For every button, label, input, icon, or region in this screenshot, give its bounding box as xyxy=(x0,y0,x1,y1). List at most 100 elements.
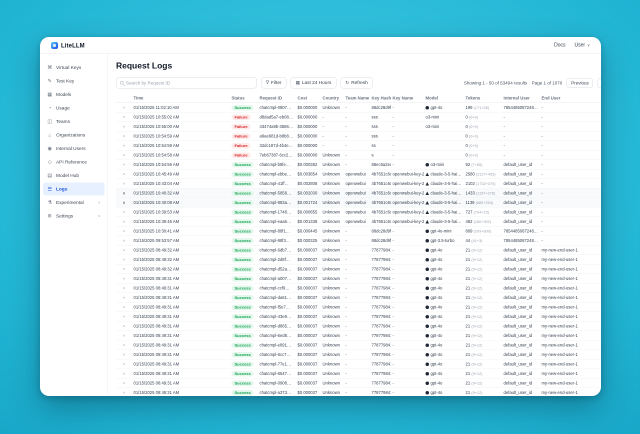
time-range-button[interactable]: ▦ Last 24 Hours xyxy=(290,77,337,89)
expand-row-button[interactable]: › xyxy=(116,378,132,388)
cell-request-id[interactable]: chatcmpl-d865… xyxy=(258,321,296,331)
cell-request-id[interactable]: 7eb67387-6cc2… xyxy=(258,150,296,160)
toolbar: ∇ Filter ▦ Last 24 Hours ↻ Refresh Sh xyxy=(116,77,601,89)
expand-row-button[interactable]: › xyxy=(116,359,132,369)
expand-row-button[interactable]: › xyxy=(116,207,132,217)
sidebar-item-teams[interactable]: ◫ Teams xyxy=(43,115,105,128)
sidebar-item-settings[interactable]: ⚙ Settings ∨ xyxy=(43,210,105,223)
cell-request-id[interactable]: chatcmpl-f5e7… xyxy=(258,302,296,312)
tokens-breakdown: (171+28) xyxy=(473,105,489,111)
cell-request-id[interactable]: chatcmpl-88f1… xyxy=(258,226,296,236)
expand-row-button[interactable]: › xyxy=(116,121,132,132)
cell-request-id[interactable]: 43474a9b-3586… xyxy=(258,121,296,132)
cell-request-id[interactable]: chatcmpl-0908… xyxy=(258,378,296,388)
expand-row-button[interactable]: › xyxy=(116,349,132,360)
cell-time: 01/15/2025 08:49:31 AM xyxy=(132,378,230,388)
cell-request-id[interactable]: chatcmpl-eaa6… xyxy=(258,216,296,227)
expand-row-button[interactable]: › xyxy=(116,226,132,236)
expand-row-button[interactable]: › xyxy=(116,387,132,396)
cell-tokens: 21 (9+12) xyxy=(464,302,502,312)
cell-request-id[interactable]: a9ae681d-b8b8… xyxy=(258,131,296,141)
expand-row-button[interactable]: › xyxy=(116,330,132,341)
cell-request-id[interactable]: chatcmpl-b8fe… xyxy=(258,159,296,170)
sidebar-item-experimental[interactable]: ⚗ Experimental ∨ xyxy=(43,196,105,209)
tokens-breakdown: (704+23) xyxy=(473,210,489,215)
expand-row-button[interactable]: ∨ xyxy=(116,197,132,208)
cell-request-id[interactable]: chatcmpl-6547… xyxy=(258,368,296,379)
expand-row-button[interactable]: › xyxy=(116,311,132,322)
cell-request-id[interactable]: chatcmpl-6ed8… xyxy=(258,330,296,341)
cell-request-id[interactable]: chatcmpl-ebbe… xyxy=(258,169,296,179)
cell-request-id[interactable]: chatcmpl-43e9… xyxy=(258,311,296,322)
search-input[interactable] xyxy=(126,80,253,86)
cell-request-id[interactable]: chatcmpl-883a… xyxy=(258,197,296,208)
user-menu[interactable]: User ∨ xyxy=(575,43,590,49)
cell-request-id[interactable]: chatcmpl-6db7… xyxy=(258,245,296,255)
expand-row-button[interactable]: › xyxy=(116,340,132,350)
cell-internal-user: default_user_id xyxy=(502,340,540,350)
cell-request-id[interactable]: chatcmpl-a373… xyxy=(258,387,296,396)
previous-page-button[interactable]: Previous xyxy=(566,77,594,88)
sidebar-item-virtual-keys[interactable]: ⌘ Virtual Keys xyxy=(43,61,105,74)
cell-request-id[interactable]: chatcmpl-2d8f… xyxy=(258,254,296,265)
cell-request-id[interactable]: chatcmpl-5858… xyxy=(258,188,296,198)
search-box[interactable] xyxy=(116,77,257,89)
sidebar-item-api-reference[interactable]: ◇ API Reference xyxy=(43,156,105,169)
expand-row-button[interactable]: › xyxy=(116,102,132,113)
expand-row-button[interactable]: › xyxy=(116,254,132,265)
cell-time: 01/15/2025 10:55:02 AM xyxy=(132,112,230,122)
refresh-button[interactable]: ↻ Refresh xyxy=(340,77,373,89)
cell-request-id[interactable]: chatcmpl-1748… xyxy=(258,207,296,217)
expand-row-button[interactable]: › xyxy=(116,302,132,312)
next-page-button[interactable]: Next xyxy=(597,77,601,88)
filter-button[interactable]: ∇ Filter xyxy=(261,77,287,89)
sidebar-item-models[interactable]: ▦ Models xyxy=(43,88,105,101)
sidebar-item-logs[interactable]: ☰ Logs xyxy=(43,182,105,196)
sidebar-item-model-hub[interactable]: ▤ Model Hub xyxy=(43,169,105,182)
expand-row-button[interactable]: › xyxy=(116,178,132,189)
expand-row-button[interactable]: › xyxy=(116,292,132,303)
cell-request-id[interactable]: chatcmpl-d52a… xyxy=(258,264,296,274)
cell-request-id[interactable]: chatcmpl-da61… xyxy=(258,292,296,303)
status-badge: Success xyxy=(231,380,254,386)
expand-row-button[interactable]: › xyxy=(116,321,132,331)
expand-row-button[interactable]: › xyxy=(116,140,132,151)
cell-request-id[interactable]: 32dc187d-4b4e… xyxy=(258,140,296,151)
brand[interactable]: LiteLLM xyxy=(51,41,85,49)
cell-request-id[interactable]: chatcmpl-77e1… xyxy=(258,359,296,369)
cell-request-id[interactable]: chatcmpl-0807… xyxy=(258,102,296,113)
sidebar-item-organizations[interactable]: ⌂ Organizations xyxy=(43,129,105,142)
docs-link[interactable]: Docs xyxy=(554,42,566,49)
sidebar-item-internal-users[interactable]: ◉ Internal Users xyxy=(43,142,105,155)
cell-end-user: my-new-end-user-1 xyxy=(540,340,601,350)
cell-key-name: openwebui-key-2 xyxy=(391,169,424,179)
cell-request-id[interactable]: chatcmpl-6cc7… xyxy=(258,349,296,360)
cell-time: 01/15/2025 10:54:59 AM xyxy=(132,131,230,141)
expand-row-button[interactable]: › xyxy=(116,169,132,179)
cell-request-id[interactable]: chatcmpl-ccf9… xyxy=(258,283,296,293)
sidebar-item-test-key[interactable]: ✎ Test Key xyxy=(43,75,105,88)
expand-row-button[interactable]: › xyxy=(116,283,132,293)
cell-request-id[interactable]: d8dad5a7-eb08… xyxy=(258,112,296,122)
expand-row-button[interactable]: › xyxy=(116,245,132,255)
cell-tokens: 21 (9+12) xyxy=(464,368,502,379)
model-name: gpt-4o xyxy=(430,304,443,310)
expand-row-button[interactable]: › xyxy=(116,264,132,274)
expand-row-button[interactable]: › xyxy=(116,216,132,227)
expand-row-button[interactable]: › xyxy=(116,273,132,284)
expand-row-button[interactable]: › xyxy=(116,368,132,379)
expand-row-button[interactable]: › xyxy=(116,150,132,160)
sidebar-item-usage[interactable]: ◔ Usage xyxy=(43,102,105,115)
expand-row-button[interactable]: › xyxy=(116,131,132,141)
key-icon: ⌘ xyxy=(47,64,53,71)
cell-request-id[interactable]: chatcmpl-e891… xyxy=(258,340,296,350)
expand-row-button[interactable]: › xyxy=(116,159,132,170)
expand-row-button[interactable]: › xyxy=(116,235,132,246)
cell-request-id[interactable]: chatcmpl-41ff… xyxy=(258,178,296,189)
cell-request-id[interactable]: chatcmpl-a007… xyxy=(258,273,296,284)
cell-key-hash: ss xyxy=(370,140,391,151)
cell-status: Failure xyxy=(230,150,258,160)
cell-request-id[interactable]: chatcmpl-88f3… xyxy=(258,235,296,246)
expand-row-button[interactable]: › xyxy=(116,112,132,122)
expand-row-button[interactable]: ∨ xyxy=(116,188,132,198)
